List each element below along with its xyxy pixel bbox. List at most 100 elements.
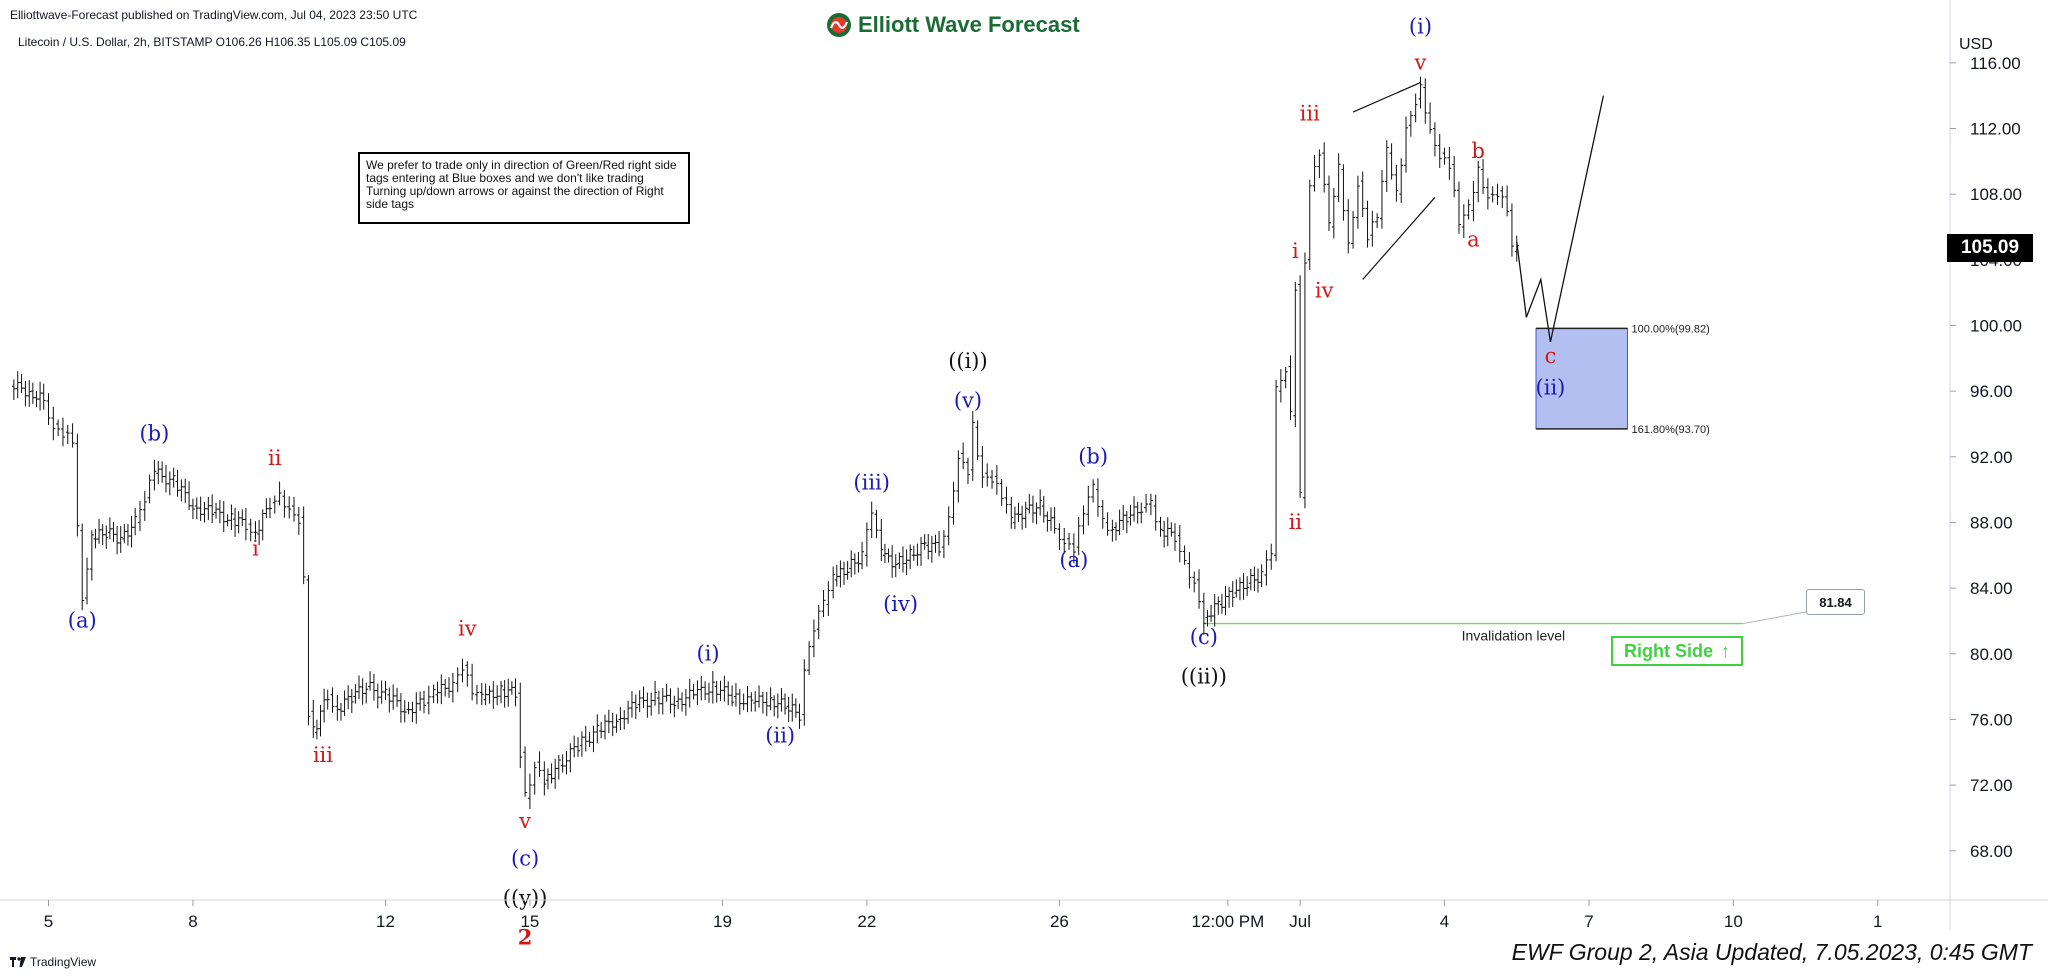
price-bar xyxy=(272,495,277,514)
y-tick-label: 84.00 xyxy=(1970,579,2013,598)
price-bar xyxy=(904,549,909,576)
price-bar xyxy=(1312,155,1317,192)
price-bar xyxy=(1399,158,1404,204)
price-bar xyxy=(1365,200,1370,248)
price-bar xyxy=(1452,155,1457,198)
price-bar xyxy=(811,619,816,658)
price-bar xyxy=(1158,516,1163,537)
price-bar xyxy=(568,743,573,773)
price-bar xyxy=(450,672,455,703)
price-bar xyxy=(1437,134,1442,168)
price-bar xyxy=(1461,204,1466,239)
price-bar xyxy=(893,554,898,578)
price-bar xyxy=(406,701,411,715)
price-bar xyxy=(1030,495,1035,523)
price-bar xyxy=(479,682,484,706)
price-bar xyxy=(513,678,518,707)
price-bar xyxy=(645,692,650,718)
price-bar xyxy=(834,564,839,587)
price-bar xyxy=(831,566,836,599)
price-bar xyxy=(1274,379,1279,562)
price-bar xyxy=(129,515,134,548)
price-bar xyxy=(418,691,423,711)
price-bar xyxy=(860,541,865,570)
wave-label: (i) xyxy=(1409,14,1432,38)
price-bar xyxy=(838,560,843,588)
currency-label: USD xyxy=(1959,36,1993,53)
price-bar xyxy=(240,509,245,527)
price-bar xyxy=(221,501,226,532)
price-bar xyxy=(296,506,301,535)
price-bar xyxy=(714,680,719,703)
price-bar xyxy=(318,705,323,737)
price-bar xyxy=(564,751,569,775)
price-bar xyxy=(1252,566,1257,592)
price-bar xyxy=(187,481,192,511)
price-bar xyxy=(470,663,475,701)
price-bar xyxy=(115,525,120,555)
tradingview-label: TradingView xyxy=(30,955,97,969)
price-bar xyxy=(1283,366,1288,389)
price-bar xyxy=(1408,110,1413,137)
price-bar xyxy=(27,380,32,407)
price-bar xyxy=(206,496,211,521)
price-bar xyxy=(1223,586,1228,616)
wave-label: b xyxy=(1472,139,1485,163)
wave-label: (ii) xyxy=(1536,375,1566,399)
y-tick-label: 88.00 xyxy=(1970,513,2013,532)
tradingview-brand[interactable]: TradingView xyxy=(10,955,96,969)
price-bar xyxy=(900,546,905,573)
price-bar xyxy=(225,514,230,527)
price-bar xyxy=(118,526,123,553)
price-bar xyxy=(125,524,130,546)
price-bar xyxy=(15,371,20,399)
price-bar xyxy=(1182,545,1187,565)
price-bar xyxy=(167,471,172,496)
price-bar xyxy=(874,509,879,539)
price-bar xyxy=(961,442,966,470)
price-bar xyxy=(786,696,791,723)
price-bar xyxy=(1500,186,1505,209)
x-tick-label: 4 xyxy=(1440,912,1449,931)
price-bar xyxy=(1201,592,1206,635)
price-bar xyxy=(1355,175,1360,229)
price-bar xyxy=(1139,502,1144,524)
wave-label: (a) xyxy=(1059,548,1088,572)
price-bar xyxy=(426,685,431,715)
price-bar xyxy=(142,491,147,522)
price-bar xyxy=(1038,489,1043,516)
price-bar xyxy=(65,424,70,445)
price-bar xyxy=(668,688,673,714)
price-bar xyxy=(602,714,607,740)
price-bar xyxy=(741,693,746,711)
price-bar xyxy=(691,683,696,700)
price-bar xyxy=(1132,496,1137,522)
price-bar xyxy=(970,410,975,481)
price-bar xyxy=(733,683,738,707)
price-bar xyxy=(849,550,854,578)
price-bar xyxy=(527,773,532,810)
price-bar xyxy=(487,685,492,704)
price-bar xyxy=(1245,576,1250,596)
price-bar xyxy=(956,450,961,503)
wave-label: ii xyxy=(268,446,282,470)
price-bar xyxy=(553,758,558,789)
price-bar xyxy=(737,689,742,715)
price-bar xyxy=(1177,524,1182,563)
price-bar xyxy=(194,497,199,520)
price-bar xyxy=(726,681,731,706)
price-bar xyxy=(483,683,488,706)
price-bar xyxy=(325,689,330,710)
price-bar xyxy=(753,691,758,712)
price-bar xyxy=(495,685,500,706)
price-bar xyxy=(980,445,985,488)
price-bar xyxy=(1219,593,1224,614)
price-bar xyxy=(722,675,727,702)
price-bar xyxy=(816,604,821,640)
price-bar xyxy=(518,682,523,769)
y-tick-label: 116.00 xyxy=(1970,54,2021,73)
price-bar xyxy=(301,506,306,585)
price-bar xyxy=(506,678,511,707)
price-bar xyxy=(100,524,105,545)
